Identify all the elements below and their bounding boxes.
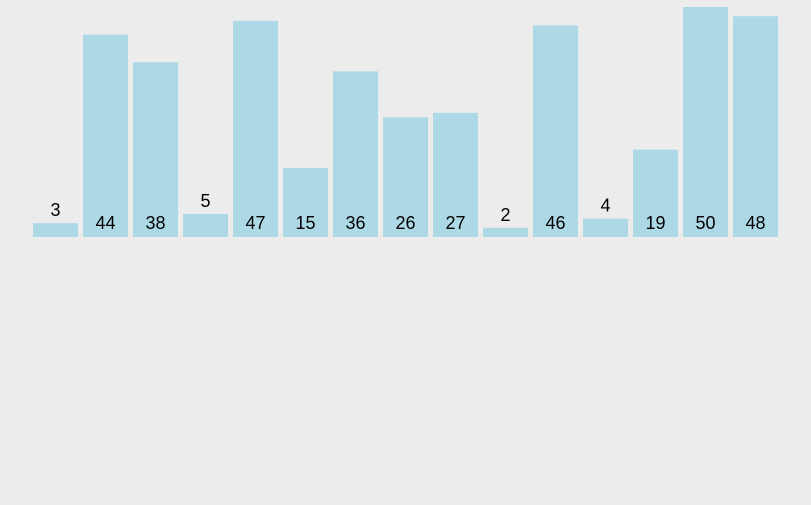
bar-value-label: 44 [95, 213, 115, 233]
bar-value-label: 5 [200, 191, 210, 211]
bar-value-label: 27 [445, 213, 465, 233]
bar-value-label: 4 [600, 196, 610, 216]
bar-value-label: 36 [345, 213, 365, 233]
bar-value-label: 26 [395, 213, 415, 233]
bar-value-label: 46 [545, 213, 565, 233]
bar-value-label: 2 [500, 205, 510, 225]
bar-value-label: 47 [245, 213, 265, 233]
bar [733, 16, 778, 238]
bar [183, 214, 228, 237]
bar-value-label: 3 [50, 200, 60, 220]
bar-value-label: 48 [745, 213, 765, 233]
bar-value-label: 15 [295, 213, 315, 233]
bar [683, 7, 728, 237]
bar-value-label: 50 [695, 213, 715, 233]
bar [533, 25, 578, 238]
bar [233, 20, 278, 237]
bar [633, 149, 678, 237]
bar-value-label: 38 [145, 213, 165, 233]
bar [333, 71, 378, 238]
bar [433, 112, 478, 237]
bar [83, 34, 128, 237]
bar-value-label: 19 [645, 213, 665, 233]
bar [583, 218, 628, 237]
bar [33, 223, 78, 237]
bar [133, 62, 178, 238]
bar [383, 117, 428, 237]
bar [483, 227, 528, 237]
bar [283, 168, 328, 237]
